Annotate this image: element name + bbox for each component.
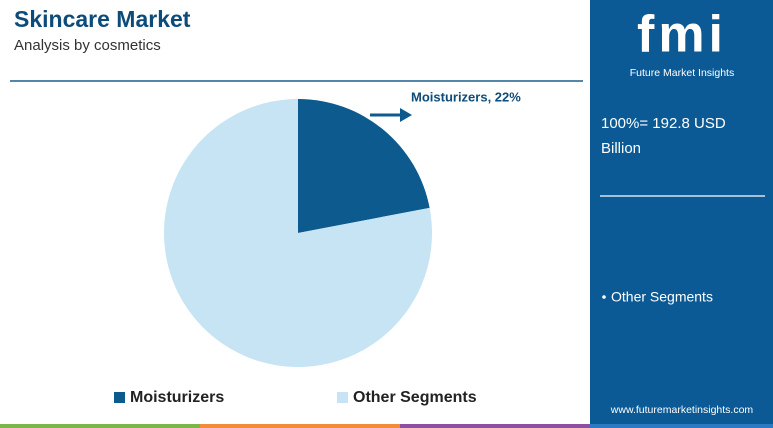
sidebar-item: Other Segments: [611, 289, 713, 305]
url: www.futuremarketinsights.com: [610, 404, 754, 416]
legend-label: Other Segments: [353, 389, 477, 406]
pie-slice: [163, 99, 432, 367]
sidebar: [590, 0, 773, 428]
strip: [200, 424, 400, 428]
strip: [0, 424, 200, 428]
legend-swatch: [337, 392, 348, 403]
pie-slice: [298, 99, 430, 233]
label-arrowhead: [400, 108, 412, 122]
chart-subtitle: Analysis by cosmetics: [14, 37, 161, 54]
strip: [590, 424, 773, 428]
logo: fmi: [637, 6, 727, 64]
legend-swatch: [114, 392, 125, 403]
chart-title: Skincare Market: [14, 6, 191, 32]
legend-label: Moisturizers: [130, 389, 224, 406]
brand: Future Market Insights: [630, 67, 734, 79]
total-note: 100%= 192.8 USD Billion: [601, 115, 726, 157]
strip: [400, 424, 590, 428]
data-label: Moisturizers, 22%: [411, 89, 521, 104]
bullet: [602, 295, 606, 299]
